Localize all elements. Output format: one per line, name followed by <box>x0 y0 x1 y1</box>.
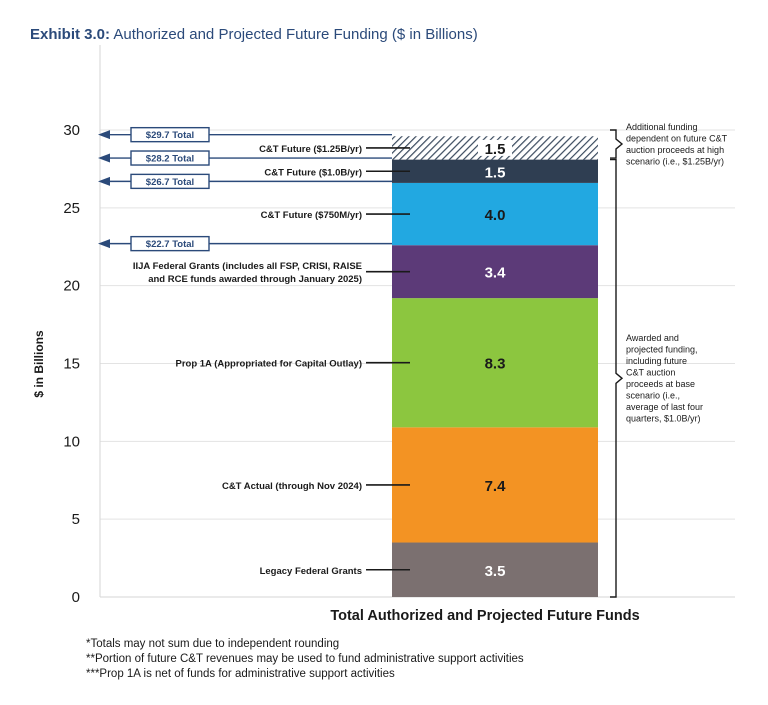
bracket-note: scenario (i.e., <box>626 391 680 401</box>
total-arrowhead <box>98 153 110 163</box>
bracket-note: projected funding, <box>626 345 698 355</box>
bracket-note: Additional funding <box>626 122 698 132</box>
bar-segment <box>392 182 598 246</box>
total-label: $29.7 Total <box>146 130 194 141</box>
data-label: 7.4 <box>485 478 507 495</box>
series-label: C&T Future ($750M/yr) <box>261 210 362 221</box>
data-label: 3.5 <box>485 563 506 580</box>
x-axis-label: Total Authorized and Projected Future Fu… <box>330 608 639 624</box>
total-box <box>130 173 210 190</box>
series-label: C&T Actual (through Nov 2024) <box>222 481 362 492</box>
footnote: **Portion of future C&T revenues may be … <box>86 653 524 665</box>
bracket-note: dependent on future C&T <box>626 133 728 143</box>
bracket-note: scenario (i.e., $1.25B/yr) <box>626 156 724 166</box>
bracket-note: proceeds at base <box>626 379 695 389</box>
bar-segment <box>392 427 598 543</box>
total-box <box>130 150 210 166</box>
y-tick-label: 20 <box>63 278 80 295</box>
data-label: 8.3 <box>485 356 506 373</box>
y-axis-label: $ in Billions <box>32 330 46 398</box>
series-label: and RCE funds awarded through January 20… <box>148 274 362 285</box>
total-label: $22.7 Total <box>146 239 194 250</box>
data-label: 1.5 <box>485 141 506 158</box>
data-label: 4.0 <box>485 207 506 224</box>
brace-base-scenario <box>610 158 624 598</box>
y-tick-label: 30 <box>63 122 80 139</box>
series-label: Prop 1A (Appropriated for Capital Outlay… <box>176 359 363 370</box>
bracket-note: C&T auction <box>626 368 675 378</box>
y-tick-label: 15 <box>63 356 80 373</box>
total-label: $26.7 Total <box>146 177 194 188</box>
y-tick-label: 10 <box>63 433 80 450</box>
total-box <box>130 126 210 143</box>
data-label: 1.5 <box>485 164 506 181</box>
y-tick-label: 0 <box>72 589 80 606</box>
chart-title: Exhibit 3.0: Authorized and Projected Fu… <box>30 26 478 43</box>
data-label-background <box>478 139 512 156</box>
total-label: $28.2 Total <box>146 154 194 165</box>
bar-segment <box>392 542 598 597</box>
y-tick-label: 5 <box>72 511 80 528</box>
brace-high-scenario <box>610 129 624 159</box>
bar-segment <box>392 245 598 299</box>
bracket-note: average of last four <box>626 402 703 412</box>
bar-segment <box>392 159 598 183</box>
bar-segment <box>392 298 598 428</box>
bracket-note: including future <box>626 356 687 366</box>
series-label: C&T Future ($1.25B/yr) <box>259 144 362 155</box>
data-label: 3.4 <box>485 265 507 282</box>
series-label: C&T Future ($1.0B/yr) <box>264 167 362 178</box>
footnotes: *Totals may not sum due to independent r… <box>86 637 524 682</box>
y-tick-label: 25 <box>63 200 80 217</box>
total-arrowhead <box>98 176 110 186</box>
total-box <box>130 235 210 252</box>
total-arrowhead <box>98 239 110 249</box>
bracket-note: Awarded and <box>626 333 679 343</box>
footnote: ***Prop 1A is net of funds for administr… <box>86 668 395 680</box>
bracket-note: quarters, $1.0B/yr) <box>626 414 701 424</box>
footnote: *Totals may not sum due to independent r… <box>86 638 340 650</box>
bracket-note: auction proceeds at high <box>626 145 724 155</box>
series-label: Legacy Federal Grants <box>260 566 362 577</box>
total-arrowhead <box>98 130 110 140</box>
series-label: IIJA Federal Grants (includes all FSP, C… <box>133 261 362 272</box>
